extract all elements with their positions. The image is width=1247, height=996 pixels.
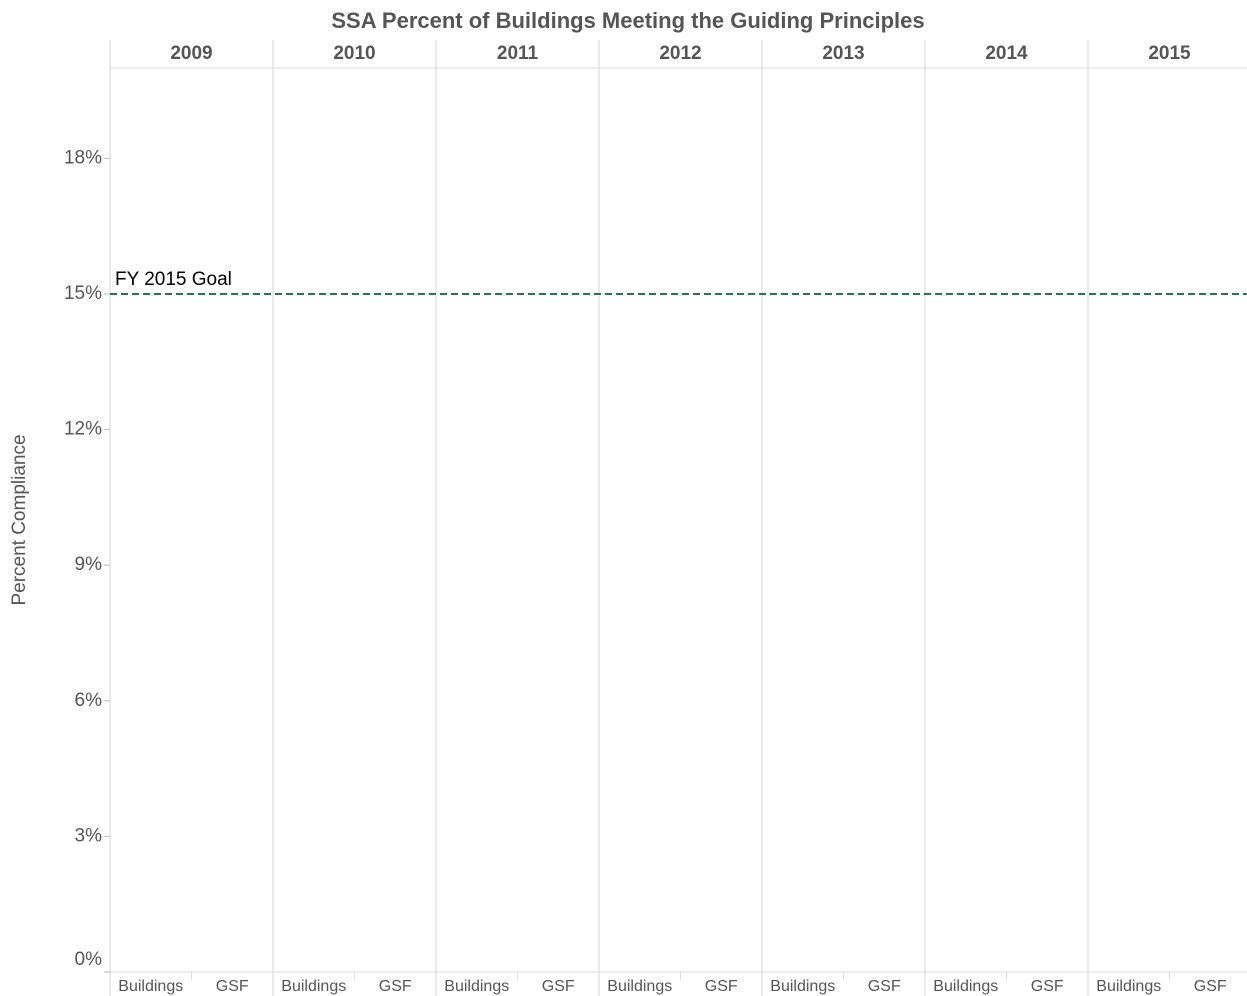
x-tick-label: GSF [868, 978, 901, 995]
reference-label: FY 2015 Goal [115, 269, 232, 290]
year-header: 2014 [985, 43, 1028, 64]
x-tick-label: GSF [216, 978, 249, 995]
x-tick-label: Buildings [933, 978, 998, 995]
y-axis-label: Percent Compliance [9, 434, 30, 605]
year-header: 2010 [333, 43, 375, 64]
y-tick-label: 12% [64, 419, 102, 440]
x-tick-label: GSF [379, 978, 412, 995]
y-tick-label: 3% [75, 825, 103, 846]
chart-title: SSA Percent of Buildings Meeting the Gui… [331, 8, 924, 33]
y-tick-label: 18% [64, 147, 102, 168]
y-tick-label: 9% [75, 554, 103, 575]
x-tick-label: Buildings [770, 978, 835, 995]
x-tick-label: Buildings [118, 978, 183, 995]
y-tick-label: 6% [75, 690, 103, 711]
year-header: 2011 [497, 43, 539, 64]
year-header: 2009 [170, 43, 212, 64]
year-header: 2012 [659, 43, 701, 64]
y-tick-label: 15% [64, 283, 102, 304]
year-header: 2015 [1148, 43, 1191, 64]
x-tick-label: Buildings [607, 978, 672, 995]
x-tick-label: Buildings [281, 978, 346, 995]
x-tick-label: GSF [1031, 978, 1064, 995]
year-header: 2013 [822, 43, 864, 64]
x-tick-label: GSF [1194, 978, 1227, 995]
x-tick-label: Buildings [1096, 978, 1161, 995]
x-tick-label: GSF [705, 978, 738, 995]
x-tick-label: GSF [542, 978, 575, 995]
y-tick-label: 0% [75, 949, 103, 970]
x-tick-label: Buildings [444, 978, 509, 995]
